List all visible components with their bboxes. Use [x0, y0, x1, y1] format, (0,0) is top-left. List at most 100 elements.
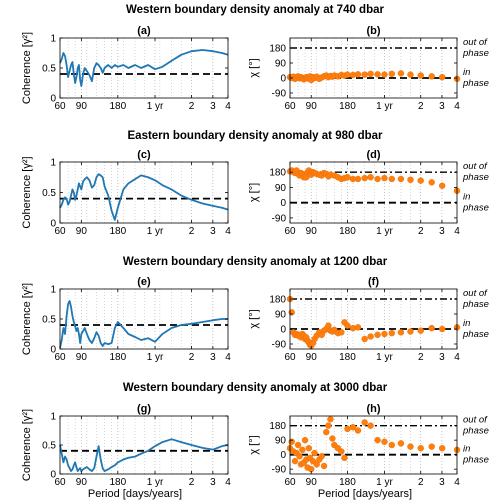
- y-tick-label: 0: [280, 450, 286, 461]
- phase-point: [417, 445, 424, 452]
- x-tick-label: 4: [225, 352, 231, 363]
- phase-point: [338, 448, 345, 455]
- phase-point: [338, 329, 345, 336]
- phase-point: [417, 72, 424, 79]
- y-axis-label: Coherence [γ²]: [21, 283, 33, 355]
- in-phase-annotation: in: [463, 192, 470, 203]
- y-tick-label: 0: [280, 325, 286, 336]
- row-3-title: Western boundary density anomaly at 1200…: [123, 256, 388, 268]
- phase-point: [354, 71, 362, 78]
- phase-point: [354, 175, 362, 183]
- phase-point: [428, 324, 435, 332]
- x-tick-label: 4: [454, 226, 460, 237]
- axes-frame: [289, 288, 458, 350]
- panel-label: (f): [368, 276, 379, 288]
- out-of-phase-annotation: phase: [462, 48, 489, 59]
- in-phase-annotation: in: [463, 318, 470, 329]
- phase-point: [428, 443, 435, 450]
- x-tick-label: 4: [454, 101, 460, 112]
- phase-point: [438, 325, 446, 333]
- phase-point: [407, 176, 414, 183]
- x-tick-label: 3: [439, 101, 445, 112]
- out-of-phase-annotation: phase: [462, 172, 489, 183]
- x-tick-label: 2: [189, 352, 195, 363]
- phase-point: [407, 328, 414, 335]
- y-tick-label: 180: [269, 168, 286, 179]
- x-tick-label: 90: [76, 352, 88, 363]
- x-tick-label: 1 yr: [376, 101, 393, 112]
- phase-point: [354, 427, 362, 434]
- y-tick-label: 180: [269, 421, 286, 432]
- phase-point: [296, 453, 303, 460]
- x-tick-label: 60: [284, 477, 296, 488]
- y-tick-label: 0.5: [42, 64, 56, 75]
- y-axis-label: χ [°]: [248, 183, 260, 202]
- phase-point: [341, 454, 348, 462]
- x-tick-label: 2: [418, 101, 424, 112]
- x-tick-label: 180: [109, 352, 126, 363]
- x-tick-label: 90: [306, 226, 318, 237]
- x-tick-label: 1 yr: [376, 477, 393, 488]
- in-phase-annotation: phase: [462, 329, 489, 340]
- x-tick-label: 90: [306, 477, 318, 488]
- y-axis-label: χ [°]: [248, 58, 260, 77]
- panel-g: 0 0.5 1 60 90 180 1 yr 2 3 4 (g) Coherence [γ²]: [21, 403, 231, 488]
- x-tick-label: 3: [210, 226, 216, 237]
- phase-point: [381, 330, 388, 338]
- y-tick-label: 0: [50, 219, 56, 230]
- x-tick-label: 1 yr: [147, 352, 164, 363]
- phase-point: [397, 70, 405, 77]
- phase-point: [344, 425, 351, 433]
- y-tick-label: 0: [280, 74, 286, 85]
- y-axis-label: χ [°]: [248, 435, 260, 454]
- phase-point: [323, 428, 330, 436]
- phase-point: [327, 416, 334, 423]
- phase-point: [291, 457, 299, 465]
- phase-point: [344, 174, 351, 181]
- y-tick-label: 1: [50, 412, 56, 423]
- phase-point: [329, 435, 336, 442]
- in-phase-annotation: phase: [462, 78, 489, 89]
- phase-point: [361, 335, 368, 343]
- panel-e: 0 0.5 1 60 90 180 1 yr 2 3 4 (e) Coherence [γ²]: [21, 276, 231, 363]
- x-tick-label: 90: [76, 477, 88, 488]
- x-tick-label: 4: [225, 226, 231, 237]
- phase-point: [438, 445, 446, 452]
- plot-area: [60, 162, 228, 223]
- x-tick-label: 4: [225, 477, 231, 488]
- y-tick-label: 90: [275, 183, 287, 194]
- in-phase-annotation: phase: [462, 203, 489, 214]
- x-tick-label: 180: [339, 477, 356, 488]
- x-tick-label: 2: [189, 101, 195, 112]
- x-tick-label: 1 yr: [147, 101, 164, 112]
- phase-point: [361, 71, 368, 78]
- x-tick-label: 3: [439, 477, 445, 488]
- y-axis-label: Coherence [γ²]: [21, 409, 33, 481]
- row-4-title: Western boundary density anomaly at 3000…: [123, 382, 388, 394]
- x-tick-label: 90: [76, 226, 88, 237]
- phase-point: [344, 322, 351, 329]
- panel-c: 0 0.5 1 60 90 180 1 yr 2 3 4 (c) Coherence [γ²]: [21, 149, 231, 237]
- panel-a: 0 0.5 1 60 90 180 1 yr 2 3 4 (a) Coherence [γ²]: [21, 25, 231, 112]
- x-tick-label: 3: [210, 477, 216, 488]
- x-axis-label-left: Period [days/years]: [88, 488, 182, 500]
- y-tick-label: -90: [272, 465, 287, 476]
- x-tick-label: 180: [339, 101, 356, 112]
- coherence-series-line: [59, 438, 229, 472]
- out-of-phase-annotation: out of: [463, 37, 488, 48]
- phase-point: [374, 175, 381, 183]
- x-tick-label: 60: [284, 101, 296, 112]
- y-tick-label: 0: [280, 198, 286, 209]
- plot-area: [60, 38, 228, 98]
- x-tick-label: 4: [225, 101, 231, 112]
- x-tick-label: 60: [54, 477, 66, 488]
- x-tick-label: 60: [54, 352, 66, 363]
- phase-point: [417, 327, 424, 334]
- x-tick-label: 1 yr: [376, 226, 393, 237]
- x-tick-label: 2: [418, 226, 424, 237]
- x-tick-label: 180: [339, 352, 356, 363]
